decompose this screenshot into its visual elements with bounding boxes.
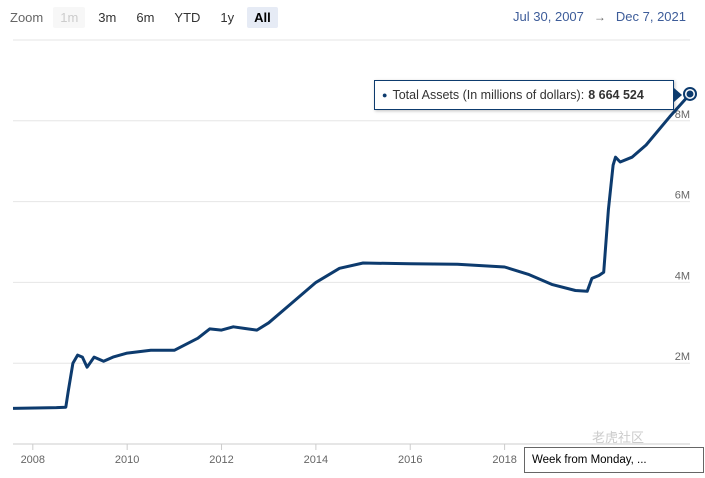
y-tick-label: 8M <box>675 109 690 121</box>
zoom-all-button[interactable]: All <box>247 6 278 28</box>
y-tick-label: 2M <box>675 351 690 363</box>
date-range: Jul 30, 2007 → Dec 7, 2021 <box>513 9 686 24</box>
week-label-box: Week from Monday, ... <box>524 447 704 473</box>
x-tick-label: 2018 <box>492 454 516 466</box>
range-from-date[interactable]: Jul 30, 2007 <box>513 9 584 24</box>
tooltip-value: 8 664 524 <box>588 88 644 102</box>
x-tick-label: 2012 <box>209 454 233 466</box>
watermark: 老虎社区 <box>592 430 645 445</box>
x-tick-label: 2010 <box>115 454 139 466</box>
y-tick-label: 4M <box>675 270 690 282</box>
range-to-date[interactable]: Dec 7, 2021 <box>615 9 686 24</box>
x-tick-label: 2008 <box>21 454 45 466</box>
tooltip-series-label: Total Assets (In millions of dollars): <box>392 88 585 102</box>
zoom-3m-button[interactable]: 3m <box>98 9 117 25</box>
arrow-right-icon: → <box>593 9 606 24</box>
series-line <box>12 93 692 410</box>
y-tick-label: 6M <box>675 190 690 202</box>
zoom-ytd-button[interactable]: YTD <box>174 9 201 25</box>
series-dot-icon: ● <box>382 90 388 100</box>
zoom-label: Zoom <box>10 9 44 25</box>
tooltip-pointer <box>674 88 682 102</box>
zoom-6m-button[interactable]: 6m <box>136 9 155 25</box>
hover-marker <box>686 90 694 98</box>
zoom-1m-button[interactable]: 1m <box>53 6 86 28</box>
zoom-1y-button[interactable]: 1y <box>220 9 235 25</box>
x-tick-label: 2014 <box>304 454 328 466</box>
zoom-toolbar: Zoom 1m 3m 6m YTD 1y All <box>10 6 278 28</box>
x-tick-label: 2016 <box>398 454 422 466</box>
data-tooltip: ● Total Assets (In millions of dollars):… <box>374 80 674 110</box>
